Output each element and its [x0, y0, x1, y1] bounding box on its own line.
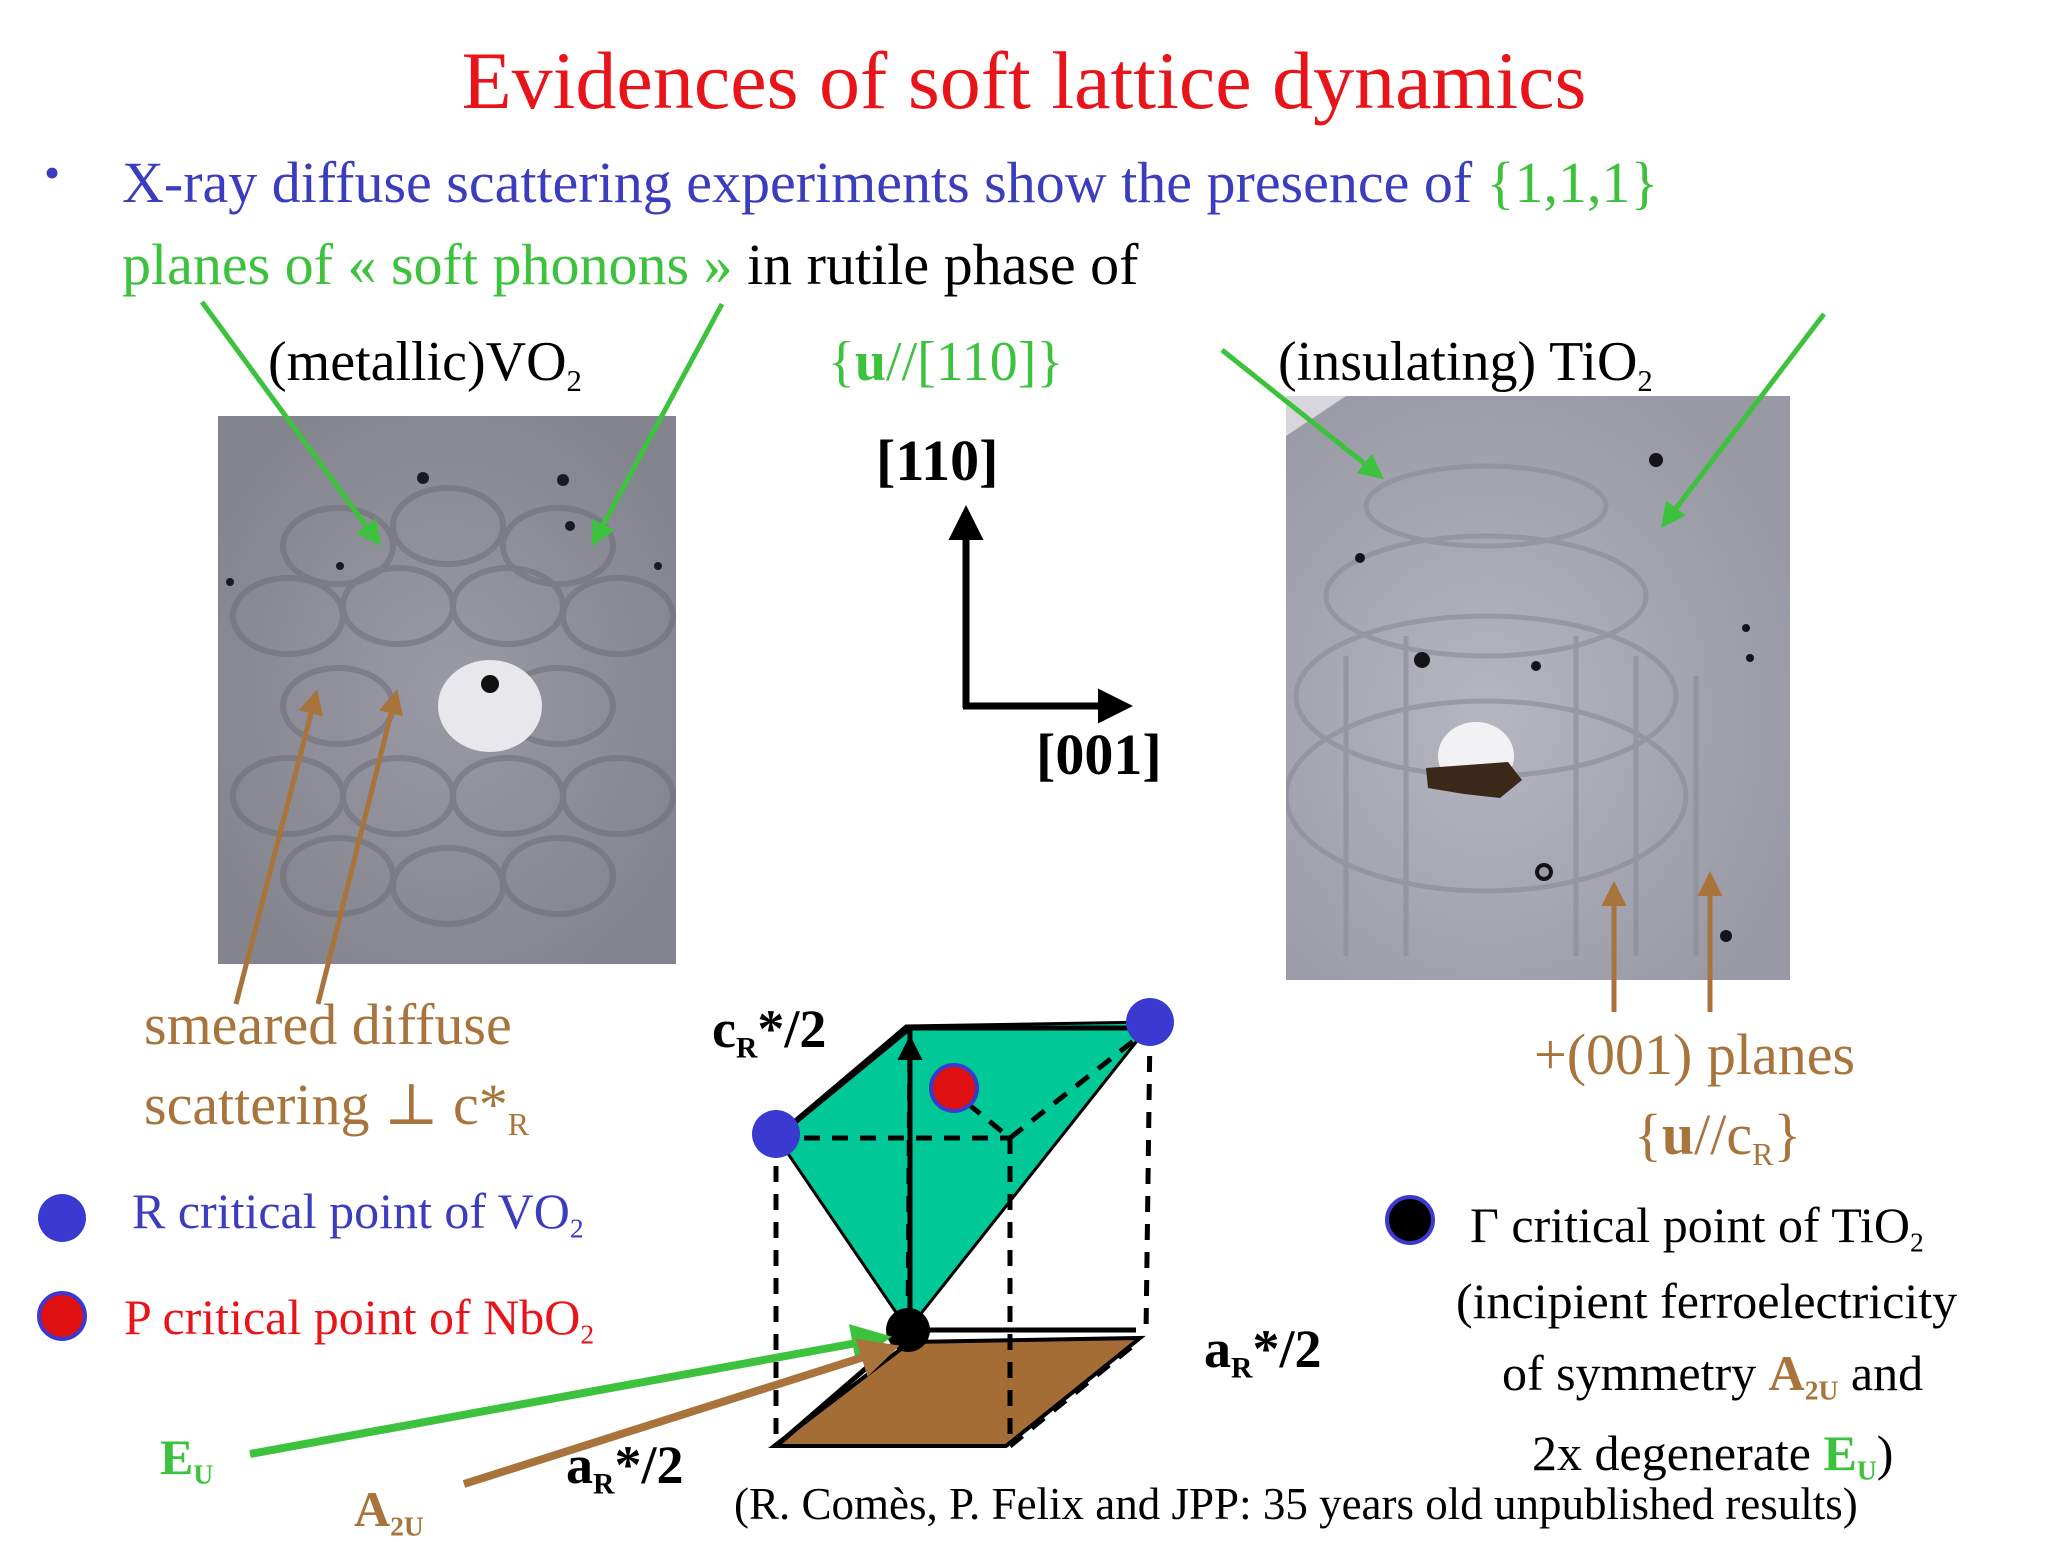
cube-c-rest: */2 — [757, 999, 827, 1059]
cube-ar-sub: R — [1231, 1352, 1253, 1385]
uc-sub: R — [1752, 1137, 1774, 1173]
legend-r-sub: 2 — [569, 1212, 584, 1244]
bullet-part3: in rutile phase of — [747, 232, 1139, 297]
cube-c-label: cR*/2 — [712, 1002, 826, 1064]
brown-arrow-vo2-left — [233, 689, 324, 1005]
cube-ar-letter: a — [1204, 1319, 1231, 1379]
smeared-scattering: scattering — [144, 1072, 370, 1137]
legend-p-point: P critical point of NbO2 — [124, 1292, 594, 1348]
tio2-label-text: (insulating) TiO — [1278, 331, 1638, 393]
tio2-label: (insulating) TiO2 — [1278, 334, 1653, 397]
cube-c-letter: c — [712, 999, 736, 1059]
legend-r-text: R critical point of VO — [132, 1183, 570, 1239]
u-110-label: {u//[110]} — [828, 334, 1063, 390]
cube-c-sub: R — [735, 1032, 758, 1065]
cube-bottom-face — [768, 1335, 1146, 1448]
cube-a-right-label: aR*/2 — [1204, 1322, 1321, 1384]
legend-p-sub: 2 — [580, 1318, 595, 1350]
eu-letter: E — [160, 1429, 194, 1485]
u-open: { — [828, 331, 855, 393]
axis-001-label: [001] — [1036, 722, 1162, 787]
brown-arrow-vo2-right — [315, 689, 404, 1005]
eu-label: EU — [160, 1432, 213, 1488]
a2u-arrow — [462, 1338, 900, 1488]
bullet-part2: planes of « soft phonons » — [122, 232, 733, 297]
u-bold: u — [854, 331, 887, 393]
legend-r-dot — [38, 1194, 86, 1242]
smeared-c: c* — [453, 1072, 508, 1137]
legend-gamma-line1: Γ critical point of TiO2 — [1470, 1200, 1924, 1256]
uc-rest: //c — [1694, 1102, 1753, 1167]
smeared-label-line2: scattering ⊥ c*R — [144, 1076, 529, 1141]
legend-gamma-sub: 2 — [1910, 1226, 1924, 1258]
p-point — [929, 1063, 979, 1113]
bullet-line-2: planes of « soft phonons » in rutile pha… — [122, 236, 1138, 294]
vo2-diffraction-image — [218, 416, 676, 964]
citation: (R. Comès, P. Felix and JPP: 35 years ol… — [734, 1479, 1858, 1529]
reciprocal-cube — [752, 998, 1174, 1448]
r-point-left — [752, 1110, 800, 1158]
legend-r-point: R critical point of VO2 — [132, 1186, 584, 1242]
a2u-sub: 2U — [390, 1510, 424, 1542]
smeared-label-line1: smeared diffuse — [144, 992, 512, 1057]
legend-gamma-line4: 2x degenerate EU) — [1532, 1428, 1893, 1484]
uc-close: } — [1773, 1102, 1802, 1167]
bullet-part1: X-ray diffuse scattering experiments sho… — [122, 150, 1473, 215]
uc-bold: u — [1661, 1102, 1695, 1167]
uc-open: { — [1634, 1102, 1662, 1167]
page-title: Evidences of soft lattice dynamics — [461, 35, 1587, 126]
legend-gamma-l4c: ) — [1876, 1425, 1894, 1481]
bullet-planes: {1,1,1} — [1486, 150, 1659, 215]
legend-p-dot — [37, 1291, 87, 1341]
cube-ab-rest: */2 — [614, 1435, 684, 1495]
cube-a-bottom-label: aR*/2 — [566, 1438, 683, 1500]
legend-gamma-l3b: A — [1768, 1345, 1805, 1401]
cube-ar-rest: */2 — [1252, 1319, 1322, 1379]
cube-ab-sub: R — [593, 1468, 615, 1501]
legend-gamma-l3a: of symmetry — [1502, 1345, 1769, 1401]
legend-gamma-l3sub: 2U — [1804, 1374, 1839, 1406]
legend-gamma-l4b: E — [1823, 1425, 1857, 1481]
green-arrow-vo2-left — [199, 300, 381, 547]
u-cr-label: {u//cR} — [1634, 1106, 1801, 1171]
a2u-letter: A — [354, 1481, 391, 1537]
vo2-pattern — [218, 416, 676, 964]
eu-sub: U — [193, 1458, 214, 1490]
perp-symbol: ⊥ — [383, 1072, 439, 1137]
axis-110-label: [110] — [876, 428, 999, 493]
u-rest: //[110]} — [886, 331, 1064, 393]
legend-gamma-l3c: and — [1838, 1345, 1924, 1401]
r-point-right — [1126, 998, 1174, 1046]
tio2-label-sub: 2 — [1637, 363, 1653, 398]
a2u-label: A2U — [354, 1484, 424, 1540]
green-arrow-vo2-right — [591, 302, 725, 547]
vo2-label-sub: 2 — [566, 363, 582, 398]
planes001-label: +(001) planes — [1534, 1022, 1856, 1087]
legend-gamma-line2: (incipient ferroelectricity — [1456, 1273, 1958, 1329]
green-arrow-tio2-right — [1660, 312, 1826, 528]
vo2-label-text: (metallic)VO — [268, 331, 567, 393]
legend-p-text: P critical point of NbO — [124, 1289, 581, 1345]
legend-gamma-text: Γ critical point of TiO — [1470, 1197, 1911, 1253]
gamma-point — [886, 1308, 930, 1352]
green-arrow-tio2-left — [1220, 348, 1384, 480]
legend-gamma-l4sub: U — [1856, 1454, 1877, 1486]
smeared-c-sub: R — [507, 1107, 530, 1143]
bullet-dot: • — [44, 147, 61, 198]
legend-gamma-l4a: 2x degenerate — [1532, 1425, 1824, 1481]
eu-arrow — [249, 1324, 892, 1458]
legend-gamma-dot — [1385, 1195, 1435, 1245]
vo2-label: (metallic)VO2 — [268, 334, 582, 397]
legend-gamma-line3: of symmetry A2U and — [1502, 1348, 1923, 1404]
bullet-line-1: X-ray diffuse scattering experiments sho… — [122, 154, 1658, 212]
